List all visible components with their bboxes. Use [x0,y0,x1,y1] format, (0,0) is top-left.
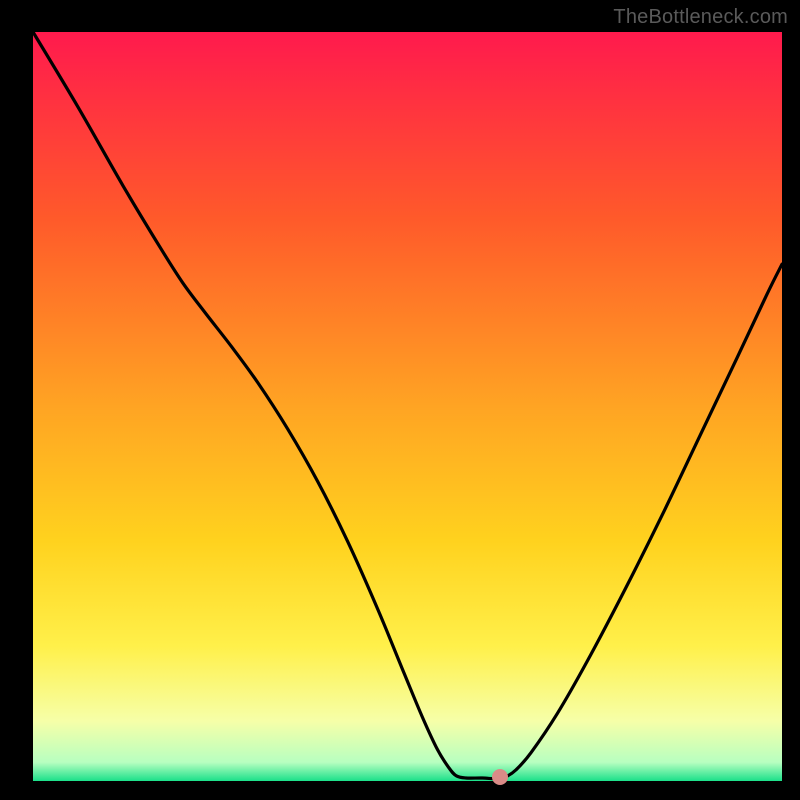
optimum-marker [492,769,508,785]
curve-svg [33,32,782,781]
chart-container: TheBottleneck.com [0,0,800,800]
plot-area [33,32,782,781]
watermark-text: TheBottleneck.com [613,6,788,29]
bottleneck-curve [33,32,782,779]
